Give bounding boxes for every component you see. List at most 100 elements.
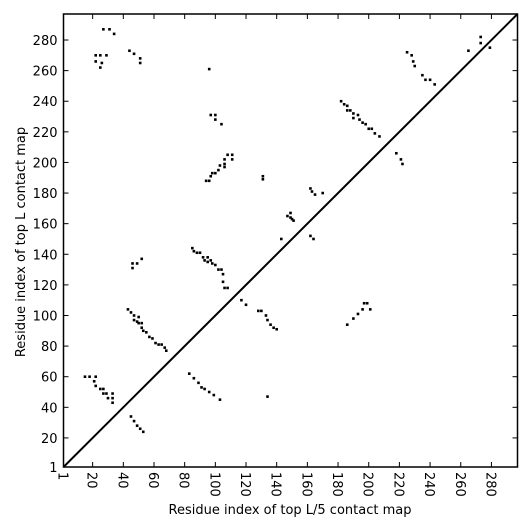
contact-point (111, 401, 114, 405)
contact-point (290, 217, 294, 221)
contact-point (99, 66, 102, 69)
contact-point (145, 331, 148, 334)
contact-point (198, 251, 202, 255)
diagonal (62, 13, 519, 468)
contact-point (218, 398, 222, 401)
contact-point (102, 28, 105, 31)
y-tick-label: 1 (49, 461, 57, 476)
contact-point (362, 301, 366, 305)
y-tick-label: 160 (33, 218, 58, 233)
x-tick-label: 100 (206, 472, 221, 497)
contact-point (140, 257, 144, 261)
contact-point (312, 237, 315, 241)
contact-point (141, 329, 145, 333)
contact-point (132, 318, 136, 322)
contact-point (206, 256, 209, 259)
x-tick-label: 60 (145, 472, 160, 489)
contact-point (424, 78, 427, 82)
x-tick-label: 80 (176, 472, 191, 489)
contact-point (356, 113, 360, 117)
contact-point (373, 132, 377, 135)
contact-point (209, 259, 213, 262)
contact-point (106, 396, 110, 400)
contact-point (289, 211, 292, 215)
contact-point (210, 171, 214, 175)
contact-point (230, 153, 234, 157)
contact-point (279, 237, 283, 241)
contact-point (345, 104, 349, 108)
contact-point (102, 392, 105, 395)
contact-point (488, 46, 492, 49)
contact-point (410, 54, 413, 57)
contact-point (428, 78, 432, 82)
contact-point (94, 54, 98, 57)
x-axis-label: Residue index of top L/5 contact map (169, 503, 412, 518)
contact-point (266, 395, 269, 398)
contact-point (163, 346, 167, 349)
contact-point (129, 415, 133, 418)
contact-point (361, 308, 364, 311)
contact-point (358, 118, 361, 121)
x-tick-label: 200 (360, 472, 375, 497)
contact-point (132, 419, 136, 423)
contact-point (223, 165, 226, 169)
contact-point (240, 298, 243, 302)
contact-point (207, 179, 211, 183)
contact-point (264, 314, 268, 317)
contact-point (187, 372, 191, 375)
contact-point (356, 312, 360, 316)
contact-point (220, 268, 223, 271)
contact-point (131, 262, 134, 265)
contact-point (364, 122, 367, 126)
contact-point (135, 424, 139, 427)
x-tick-label: 160 (298, 472, 313, 497)
y-axis-label: Residue index of top L contact map (14, 127, 29, 357)
contact-point (345, 109, 349, 112)
x-tick-label: 40 (114, 472, 129, 489)
contact-point (207, 390, 211, 394)
contact-point (99, 54, 102, 57)
contact-point (203, 259, 206, 262)
contact-point (286, 214, 289, 218)
y-tick-label: 200 (33, 156, 58, 171)
contact-point (137, 321, 140, 325)
y-tick-label: 140 (33, 248, 58, 263)
contact-point (220, 122, 223, 126)
contact-point (413, 64, 417, 68)
contact-point (197, 381, 200, 385)
contact-point (138, 61, 142, 65)
x-tick-label: 1 (55, 472, 70, 480)
contact-point (352, 116, 355, 120)
contact-point (126, 308, 130, 311)
contact-point (256, 309, 260, 313)
contact-point (266, 318, 269, 322)
contact-point (230, 158, 234, 161)
contact-point (368, 308, 372, 311)
contact-point (226, 286, 229, 290)
contact-point (321, 191, 325, 195)
contact-point (94, 384, 98, 388)
y-tick-label: 240 (33, 95, 58, 110)
contact-point (94, 375, 98, 379)
contact-point (210, 262, 214, 265)
contact-point (218, 164, 222, 167)
contact-point (342, 102, 346, 106)
contact-point (309, 187, 312, 190)
contact-point (207, 67, 211, 71)
contact-point (349, 109, 352, 112)
contact-point (102, 387, 105, 391)
plot-frame (62, 13, 519, 468)
y-tick-label: 100 (33, 309, 58, 324)
contact-point (140, 326, 144, 330)
contact-point (226, 153, 229, 157)
contact-point (209, 113, 213, 117)
contact-point (94, 60, 98, 63)
contact-point (221, 280, 225, 284)
y-tick-label: 20 (41, 432, 58, 447)
contact-point (100, 61, 104, 65)
contact-point (214, 113, 217, 117)
x-tick-label: 180 (329, 472, 344, 497)
contact-point (352, 112, 355, 115)
contact-point (192, 376, 196, 380)
y-tick-label: 260 (33, 65, 58, 80)
